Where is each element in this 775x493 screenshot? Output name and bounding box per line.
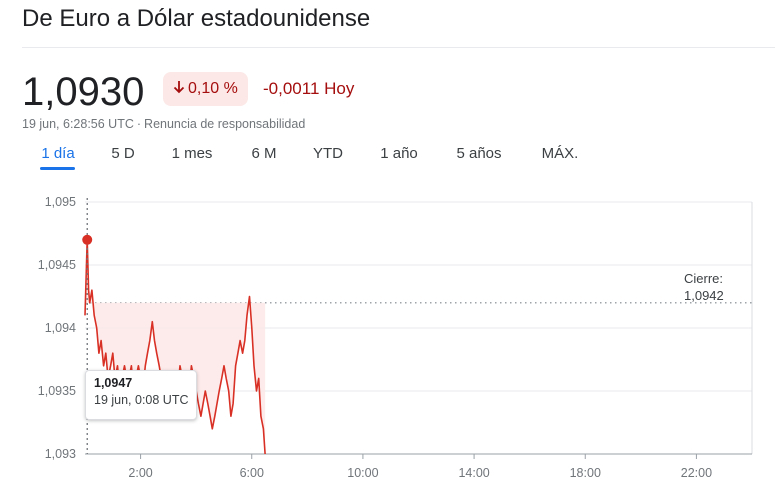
series-area [85,239,266,454]
separator: · [136,117,142,131]
timestamp-line: 19 jun, 6:28:56 UTC · Renuncia de responsa… [22,117,305,131]
y-tick-label: 1,094 [45,321,76,335]
current-price: 1,0930 [22,70,145,114]
x-tick-label: 10:00 [347,466,378,480]
active-tab-indicator [40,167,75,170]
change-percent-badge: 0,10 % [163,72,248,106]
tab-1-month[interactable]: 1 mes [171,145,213,162]
x-tick-label: 2:00 [128,466,152,480]
close-caption: Cierre: [684,271,724,286]
highlight-point [82,234,93,245]
x-tick-label: 22:00 [681,466,712,480]
tooltip-value: 1,0947 [94,376,133,390]
arrow-down-icon [173,80,185,99]
price-chart[interactable]: 1,095 1,0945 1,094 1,0935 1,093 2:00 6:00 10:00… [0,190,775,493]
previous-close-label: Cierre: 1,0942 [684,270,724,304]
y-tick-label: 1,0945 [38,258,76,272]
y-tick-label: 1,095 [45,195,76,209]
tab-1-day[interactable]: 1 día [41,145,75,162]
title-divider [22,47,775,48]
tab-5-days[interactable]: 5 D [111,145,135,162]
y-tick-label: 1,0935 [38,384,76,398]
tab-5-years[interactable]: 5 años [456,145,502,162]
x-tick-label: 6:00 [240,466,264,480]
change-percent: 0,10 % [188,80,238,97]
timestamp: 19 jun, 6:28:56 UTC [22,117,134,131]
x-tick-label: 18:00 [570,466,601,480]
tab-6-months[interactable]: 6 M [251,145,277,162]
y-tick-label: 1,093 [45,447,76,461]
tab-1-year[interactable]: 1 año [380,145,418,162]
x-tick-label: 14:00 [458,466,489,480]
page-title: De Euro a Dólar estadounidense [22,5,371,32]
tab-ytd[interactable]: YTD [313,145,343,162]
hover-tooltip: 1,0947 19 jun, 0:08 UTC [85,370,197,420]
tooltip-time: 19 jun, 0:08 UTC [94,393,189,407]
disclaimer-link[interactable]: Renuncia de responsabilidad [144,117,306,131]
tab-max[interactable]: MÁX. [541,145,579,162]
close-value: 1,0942 [684,288,724,303]
change-absolute: -0,0011 Hoy [263,79,355,98]
